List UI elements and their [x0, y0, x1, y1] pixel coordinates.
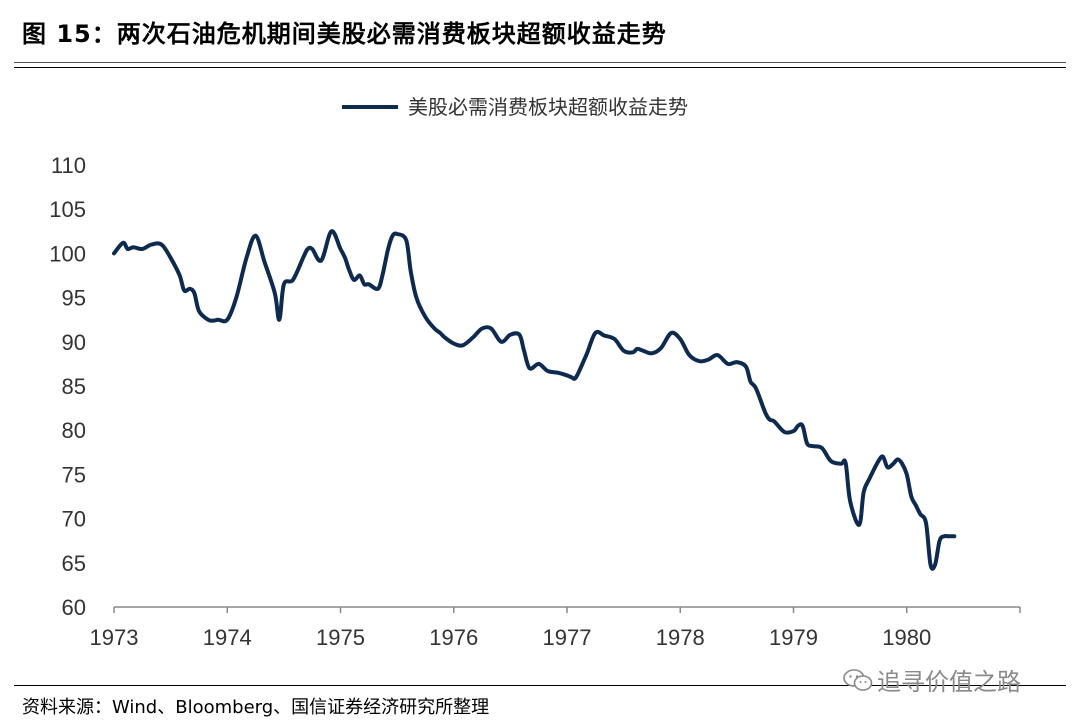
y-axis: 60 65 70 75 80 85 90 95 100 105 110	[49, 153, 86, 620]
figure-title: 图 15：两次石油危机期间美股必需消费板块超额收益走势	[22, 20, 667, 48]
top-rule-thin	[14, 62, 1066, 63]
y-tick-label: 100	[49, 241, 86, 266]
y-tick-label: 90	[62, 330, 86, 355]
y-tick-label: 95	[62, 286, 86, 311]
y-tick-label: 80	[62, 418, 86, 443]
y-tick-label: 70	[62, 507, 86, 532]
series-line	[112, 229, 957, 571]
x-tick-label: 1976	[429, 625, 478, 650]
legend-label: 美股必需消费板块超额收益走势	[408, 95, 688, 119]
x-tick-label: 1977	[543, 625, 592, 650]
chart-legend: 美股必需消费板块超额收益走势	[342, 95, 688, 119]
y-tick-label: 85	[62, 374, 86, 399]
x-tick-label: 1978	[656, 625, 705, 650]
x-tick-label: 1975	[316, 625, 365, 650]
watermark: 追寻价值之路	[843, 662, 1021, 697]
x-axis: 1973 1974 1975 1976 1977 1978 1979 1980	[90, 606, 1021, 650]
y-tick-label: 75	[62, 462, 86, 487]
plot-area	[112, 229, 957, 571]
y-tick-label: 110	[51, 153, 86, 178]
x-tick-label: 1979	[769, 625, 818, 650]
x-tick-label: 1974	[203, 625, 252, 650]
line-chart: 美股必需消费板块超额收益走势 60 65 70 75 80 85 90 95 100 105 110…	[49, 95, 1021, 650]
watermark-text: 追寻价值之路	[877, 668, 1021, 696]
bottom-rule	[14, 685, 1066, 686]
x-tick-label: 1980	[882, 625, 931, 650]
x-tick-label: 1973	[90, 625, 139, 650]
top-rule	[14, 67, 1066, 68]
wechat-icon	[843, 668, 873, 691]
y-tick-label: 65	[62, 551, 86, 576]
y-tick-label: 60	[62, 595, 86, 620]
y-tick-label: 105	[49, 197, 86, 222]
source-note: 资料来源：Wind、Bloomberg、国信证券经济研究所整理	[22, 697, 490, 718]
